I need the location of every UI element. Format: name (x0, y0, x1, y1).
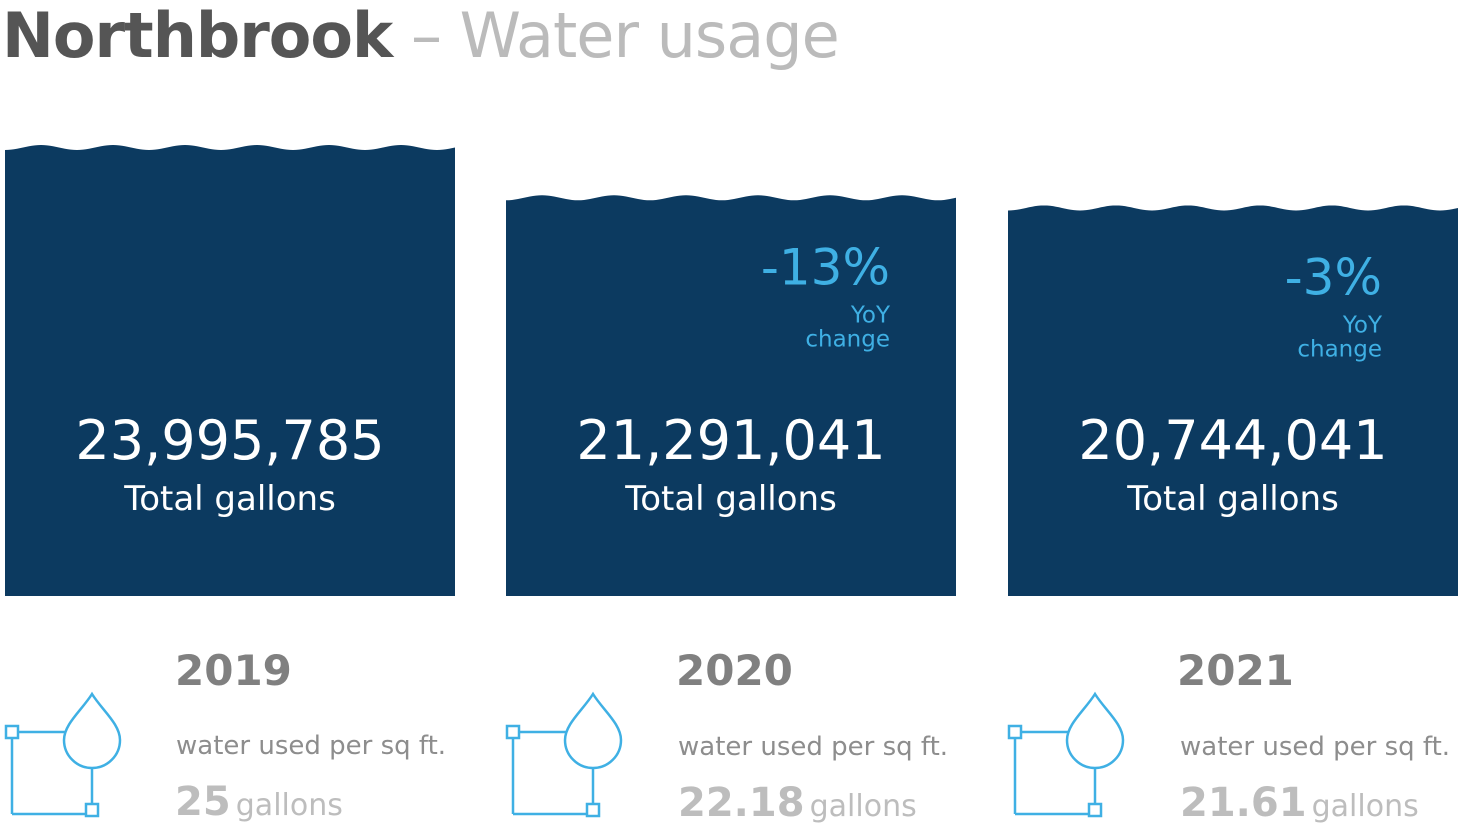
stat-label: water used per sq ft. (678, 732, 949, 762)
water-drop-icon (505, 691, 623, 818)
stat-label: water used per sq ft. (176, 731, 447, 761)
stat-year: 2020 (676, 646, 793, 695)
stat-amount: 25 gallons (175, 778, 343, 834)
yoy-caption-line2-2020: change (805, 326, 890, 352)
stat-value: 21.61 (1180, 780, 1307, 826)
water-drop-icon (4, 691, 122, 818)
yoy-caption-line2-2021: change (1297, 336, 1382, 362)
stat-unit: gallons (1311, 789, 1419, 824)
stat-amount: 21.61 gallons (1180, 779, 1419, 835)
yoy-change-2020: -13% (761, 238, 890, 296)
stat-value: 22.18 (678, 780, 805, 826)
title-separator: – (410, 0, 442, 72)
page-title: Northbrook – Water usage (2, 0, 840, 78)
stat-year: 2019 (175, 646, 292, 695)
bar-2021 (1008, 205, 1458, 596)
city-name: Northbrook (2, 0, 393, 72)
stat-value: 25 (175, 779, 231, 825)
stat-unit: gallons (809, 789, 917, 824)
data-label-2021: 20,744,041 (1078, 409, 1387, 472)
yoy-caption-line1-2021: YoY (1342, 312, 1383, 338)
stat-unit: gallons (235, 788, 343, 823)
bar-2020 (506, 195, 956, 596)
value-caption-2019: Total gallons (123, 479, 336, 519)
bar-2019 (5, 145, 455, 596)
value-caption-2021: Total gallons (1126, 479, 1339, 519)
yoy-caption-line1-2020: YoY (850, 302, 891, 328)
data-label-2020: 21,291,041 (576, 409, 885, 472)
stat-amount: 22.18 gallons (678, 779, 917, 835)
yoy-change-2021: -3% (1285, 248, 1382, 306)
water-usage-chart: 23,995,785 Total gallons 21,291,041 Total g… (5, 145, 1458, 596)
stat-label: water used per sq ft. (1180, 732, 1451, 762)
water-drop-icon (1007, 691, 1125, 818)
stat-year: 2021 (1177, 646, 1294, 695)
value-caption-2020: Total gallons (624, 479, 837, 519)
data-label-2019: 23,995,785 (75, 409, 384, 472)
page-subtitle: Water usage (459, 0, 840, 72)
